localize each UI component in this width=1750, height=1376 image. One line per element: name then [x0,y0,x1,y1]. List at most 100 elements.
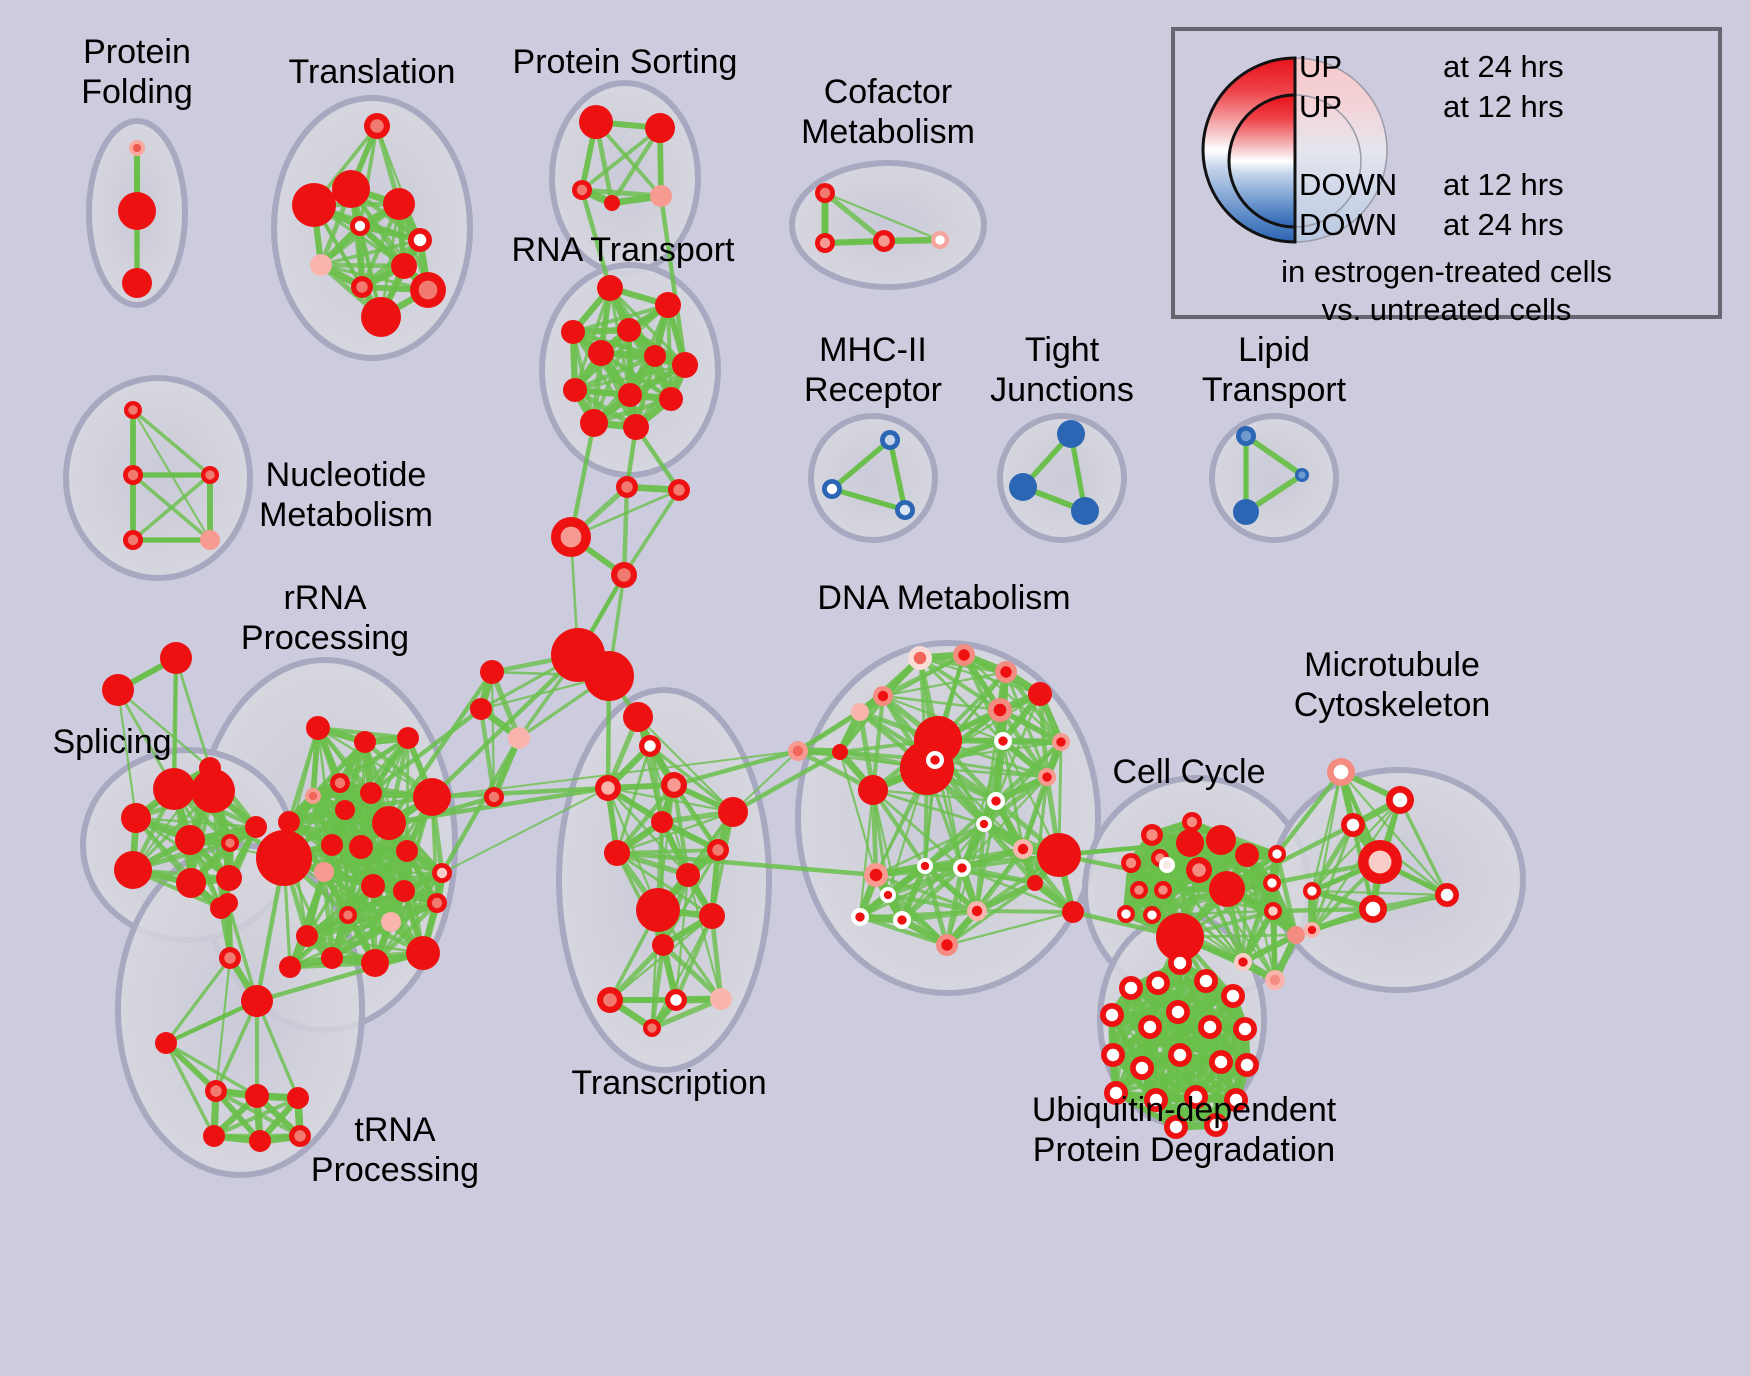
pathway-node[interactable] [1198,1015,1222,1039]
pathway-node[interactable] [651,811,673,833]
pathway-node[interactable] [1233,499,1259,525]
pathway-node[interactable] [1235,843,1259,867]
pathway-node[interactable] [645,113,675,143]
pathway-node[interactable] [639,735,661,757]
pathway-node[interactable] [1264,902,1282,920]
pathway-node[interactable] [296,925,318,947]
pathway-node[interactable] [1233,1017,1257,1041]
pathway-node[interactable] [988,698,1012,722]
pathway-node[interactable] [249,1130,271,1152]
pathway-node[interactable] [1194,969,1218,993]
pathway-node[interactable] [604,195,620,211]
pathway-node[interactable] [788,741,808,761]
pathway-node[interactable] [822,479,842,499]
pathway-node[interactable] [967,901,987,921]
pathway-node[interactable] [987,792,1005,810]
pathway-node[interactable] [470,698,492,720]
pathway-node[interactable] [349,835,373,859]
pathway-node[interactable] [245,1084,269,1108]
pathway-node[interactable] [672,352,698,378]
pathway-node[interactable] [699,903,725,929]
pathway-node[interactable] [1027,875,1043,891]
pathway-node[interactable] [381,912,401,932]
pathway-node[interactable] [191,769,235,813]
pathway-node[interactable] [616,476,638,498]
pathway-node[interactable] [551,517,591,557]
pathway-node[interactable] [650,185,672,207]
pathway-node[interactable] [661,772,687,798]
pathway-node[interactable] [580,409,608,437]
pathway-node[interactable] [1144,1088,1168,1112]
pathway-node[interactable] [917,858,933,874]
pathway-node[interactable] [1358,840,1402,884]
pathway-node[interactable] [864,863,888,887]
pathway-node[interactable] [432,863,452,883]
pathway-node[interactable] [1221,984,1245,1008]
pathway-node[interactable] [1101,1043,1125,1067]
pathway-node[interactable] [1209,871,1245,907]
pathway-node[interactable] [1009,473,1037,501]
pathway-node[interactable] [383,188,415,220]
pathway-node[interactable] [351,276,373,298]
pathway-node[interactable] [364,113,390,139]
pathway-node[interactable] [623,702,653,732]
pathway-node[interactable] [1265,970,1285,990]
pathway-node[interactable] [994,732,1012,750]
pathway-node[interactable] [1156,913,1204,961]
pathway-node[interactable] [361,297,401,337]
pathway-node[interactable] [604,840,630,866]
pathway-node[interactable] [931,231,949,249]
pathway-node[interactable] [160,642,192,674]
pathway-node[interactable] [1062,901,1084,923]
pathway-node[interactable] [617,318,641,342]
pathway-node[interactable] [203,1125,225,1147]
pathway-node[interactable] [245,816,267,838]
pathway-node[interactable] [618,383,642,407]
pathway-node[interactable] [572,180,592,200]
pathway-node[interactable] [1234,953,1252,971]
pathway-node[interactable] [124,401,142,419]
pathway-node[interactable] [1028,682,1052,706]
pathway-node[interactable] [1341,813,1365,837]
pathway-node[interactable] [408,228,432,252]
pathway-node[interactable] [636,888,680,932]
pathway-node[interactable] [665,989,687,1011]
pathway-node[interactable] [306,716,330,740]
pathway-node[interactable] [396,840,418,862]
pathway-node[interactable] [668,479,690,501]
pathway-node[interactable] [1166,1000,1190,1024]
pathway-node[interactable] [413,778,451,816]
pathway-node[interactable] [926,751,944,769]
pathway-node[interactable] [1071,497,1099,525]
pathway-node[interactable] [1327,758,1355,786]
pathway-node[interactable] [880,887,896,903]
pathway-node[interactable] [314,862,334,882]
pathway-node[interactable] [123,530,143,550]
pathway-node[interactable] [484,787,504,807]
pathway-node[interactable] [563,378,587,402]
pathway-node[interactable] [129,140,145,156]
pathway-node[interactable] [1154,881,1172,899]
pathway-node[interactable] [588,340,614,366]
pathway-node[interactable] [480,660,504,684]
pathway-node[interactable] [676,863,700,887]
pathway-node[interactable] [330,773,350,793]
pathway-node[interactable] [123,465,143,485]
pathway-node[interactable] [122,268,152,298]
pathway-node[interactable] [710,988,732,1010]
pathway-node[interactable] [508,727,530,749]
pathway-node[interactable] [410,272,446,308]
pathway-node[interactable] [1130,881,1148,899]
pathway-node[interactable] [350,216,370,236]
pathway-node[interactable] [1224,1088,1248,1112]
pathway-node[interactable] [858,775,888,805]
pathway-node[interactable] [1303,882,1321,900]
pathway-node[interactable] [114,851,152,889]
pathway-node[interactable] [1186,857,1212,883]
pathway-node[interactable] [1182,812,1202,832]
pathway-node[interactable] [873,230,895,252]
pathway-node[interactable] [1119,976,1143,1000]
pathway-node[interactable] [595,775,621,801]
pathway-node[interactable] [936,934,958,956]
pathway-node[interactable] [1037,833,1081,877]
